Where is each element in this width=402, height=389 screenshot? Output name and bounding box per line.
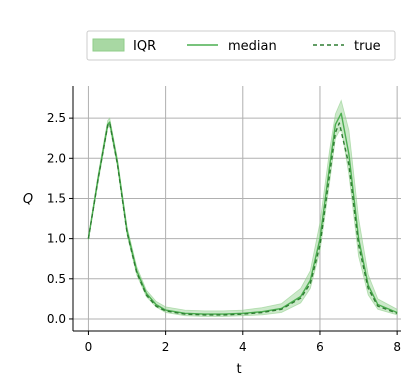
y-tick-label-1: 0.5 xyxy=(47,272,66,286)
legend-frame xyxy=(86,30,396,61)
grid-layer xyxy=(73,86,401,331)
x-axis-label: t xyxy=(236,362,241,377)
x-tick-label-2: 4 xyxy=(239,340,247,354)
series-band-iqr xyxy=(88,99,398,317)
legend-label-median: median xyxy=(228,39,277,54)
y-axis-label: Q xyxy=(23,192,33,207)
y-tick-label-4: 2.0 xyxy=(47,151,66,165)
legend: IQR median true xyxy=(86,30,396,61)
axes-layer xyxy=(72,86,401,332)
series-line-true xyxy=(87,122,398,316)
y-tick-label-5: 2.5 xyxy=(47,111,66,125)
y-tick-label-2: 1.0 xyxy=(47,232,66,246)
x-tick-label-1: 2 xyxy=(162,340,170,354)
legend-label-iqr: IQR xyxy=(133,39,156,54)
x-tick-label-3: 6 xyxy=(316,340,324,354)
x-tick-label-0: 0 xyxy=(85,340,93,354)
legend-label-true: true xyxy=(354,39,381,54)
legend-swatch-iqr xyxy=(92,38,125,52)
y-tick-label-3: 1.5 xyxy=(47,191,66,205)
ticks-layer: 0 2 4 6 8 0.0 0.5 1.0 1.5 2.0 2.5 xyxy=(47,111,401,354)
x-tick-label-4: 8 xyxy=(393,340,401,354)
series-line-median xyxy=(87,112,398,315)
series-layer xyxy=(87,99,398,317)
y-tick-label-0: 0.0 xyxy=(47,312,66,326)
